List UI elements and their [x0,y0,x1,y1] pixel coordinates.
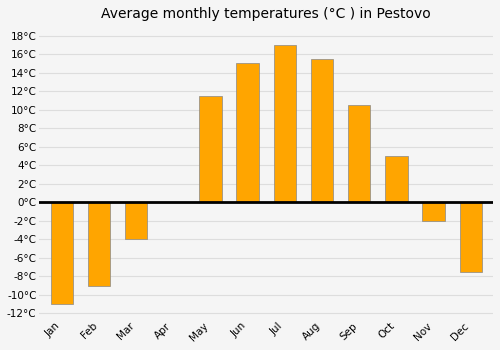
Bar [236,63,259,202]
Bar [311,59,333,202]
Bar [50,202,73,304]
Bar [348,105,370,202]
Bar [200,96,222,202]
Bar [88,202,110,286]
Bar [460,202,482,272]
Bar [385,156,407,202]
Title: Average monthly temperatures (°C ) in Pestovo: Average monthly temperatures (°C ) in Pe… [102,7,431,21]
Bar [125,202,147,239]
Bar [422,202,444,221]
Bar [274,45,296,202]
